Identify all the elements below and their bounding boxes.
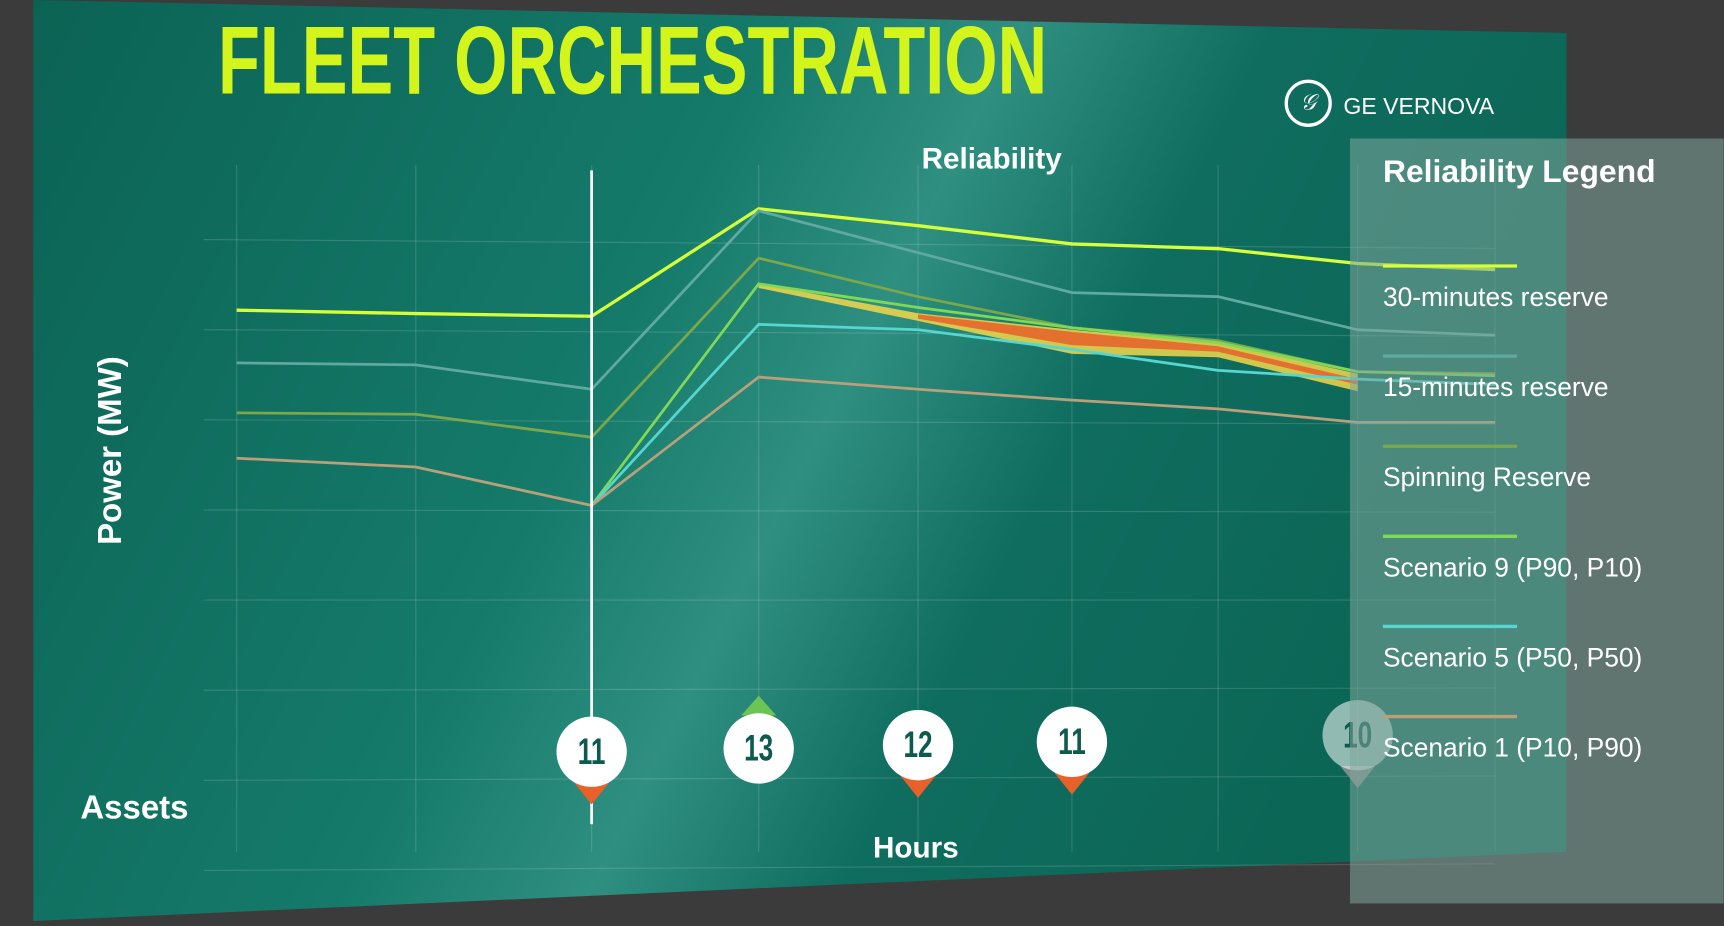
series-line xyxy=(236,375,1496,507)
title: FLEET ORCHESTRATION xyxy=(218,6,1047,114)
brand-monogram: 𝒢 xyxy=(1300,89,1319,114)
trend-down xyxy=(1054,772,1090,795)
asset-count: 11 xyxy=(578,730,606,772)
legend-panel xyxy=(1349,138,1724,904)
legend-label: Scenario 1 (P10, P90) xyxy=(1383,733,1642,763)
grid-row xyxy=(203,775,1496,781)
asset-count: 13 xyxy=(744,727,773,769)
screen-panel xyxy=(33,0,1567,921)
grid-row xyxy=(203,509,1496,513)
legend-title: Reliability Legend xyxy=(1383,153,1656,189)
brand-logo xyxy=(1284,79,1332,127)
grid-row xyxy=(203,329,1496,337)
legend-label: 30-minutes reserve xyxy=(1383,282,1609,312)
grid-row xyxy=(203,687,1496,691)
grid-row xyxy=(203,863,1496,871)
assets-label: Assets xyxy=(80,789,188,826)
subtitle: Reliability xyxy=(922,142,1063,175)
grid-row xyxy=(203,419,1496,425)
asset-marker xyxy=(556,716,627,787)
uncertainty-core xyxy=(918,314,1358,385)
asset-marker xyxy=(723,713,794,784)
asset-marker xyxy=(1036,706,1108,778)
grid-row xyxy=(203,239,1496,249)
trend-down xyxy=(574,782,610,805)
series-line xyxy=(236,207,1496,318)
trend-down xyxy=(900,775,936,798)
legend-label: Spinning Reserve xyxy=(1383,462,1591,492)
trend-up xyxy=(741,695,777,716)
asset-count: 12 xyxy=(904,724,933,766)
asset-count: 11 xyxy=(1058,720,1086,762)
x-axis-label: Hours xyxy=(873,831,959,864)
asset-markers: 1113121110 xyxy=(556,695,1393,805)
legend-label: Scenario 9 (P90, P10) xyxy=(1383,552,1642,582)
asset-marker xyxy=(882,709,954,781)
legend-label: 15-minutes reserve xyxy=(1383,372,1609,402)
brand-name: GE VERNOVA xyxy=(1343,93,1494,119)
legend: 30-minutes reserve 15-minutes reserve Spin… xyxy=(1382,264,1642,763)
y-axis-label: Power (MW) xyxy=(91,356,128,545)
series-line xyxy=(236,209,1496,391)
legend-label: Scenario 5 (P50, P50) xyxy=(1383,642,1642,672)
